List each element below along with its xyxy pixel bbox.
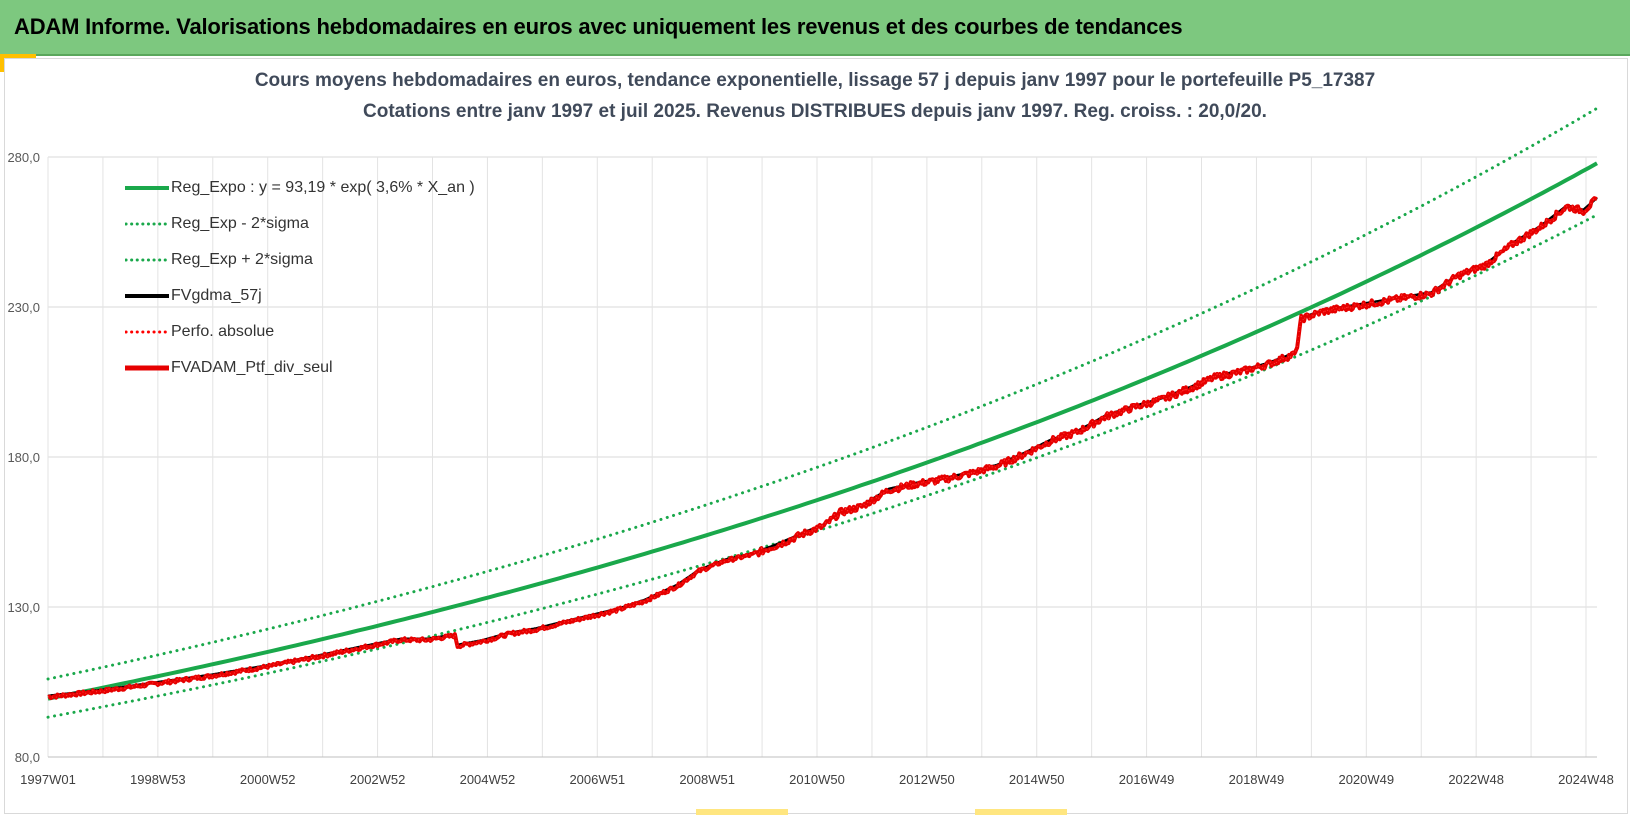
legend-swatch-reg-exp-minus: [125, 222, 169, 226]
chart-frame: [4, 58, 1628, 814]
y-tick-label: 230,0: [7, 300, 40, 315]
legend-label-reg-exp-minus: Reg_Exp - 2*sigma: [171, 215, 309, 232]
legend-item-perfo-absolue: Perfo. absolue: [125, 314, 475, 350]
y-tick-label: 280,0: [7, 150, 40, 165]
legend-item-reg-exp-minus: Reg_Exp - 2*sigma: [125, 206, 475, 242]
y-tick-label: 80,0: [15, 750, 40, 765]
bottom-accent-2: [975, 809, 1067, 815]
x-tick-label: 2008W51: [679, 772, 735, 787]
x-tick-label: 2016W49: [1119, 772, 1175, 787]
legend-item-reg-expo: Reg_Expo : y = 93,19 * exp( 3,6% * X_an …: [125, 170, 475, 206]
legend-label-fvadam: FVADAM_Ptf_div_seul: [171, 359, 333, 376]
legend-label-reg-expo: Reg_Expo : y = 93,19 * exp( 3,6% * X_an …: [171, 179, 475, 196]
yellow-accent-left: [0, 56, 6, 72]
x-tick-label: 2010W50: [789, 772, 845, 787]
y-tick-label: 180,0: [7, 450, 40, 465]
x-tick-label: 2022W48: [1448, 772, 1504, 787]
y-tick-label: 130,0: [7, 600, 40, 615]
legend-item-fvgdma: FVgdma_57j: [125, 278, 475, 314]
report-title: ADAM Informe. Valorisations hebdomadaire…: [14, 14, 1183, 39]
legend-swatch-reg-exp-plus: [125, 258, 169, 262]
x-tick-label: 2024W48: [1558, 772, 1614, 787]
x-tick-label: 2018W49: [1229, 772, 1285, 787]
chart-subtitle: Cotations entre janv 1997 et juil 2025. …: [363, 101, 1267, 122]
series-reg-expo: [47, 161, 1598, 701]
bottom-accent-1: [696, 809, 788, 815]
yellow-accent-top: [0, 54, 36, 59]
axis-layer: 80,0 130,0 180,0 230,0 280,0 1997W01 1998W53 20…: [7, 150, 1613, 787]
x-tick-label: 1997W01: [20, 772, 76, 787]
legend-label-perfo-absolue: Perfo. absolue: [171, 323, 275, 340]
series-layer: [46, 106, 1599, 719]
legend-label-fvgdma: FVgdma_57j: [171, 287, 262, 304]
chart-title: Cours moyens hebdomadaires en euros, ten…: [254, 70, 1376, 91]
legend-swatch-fvadam: [125, 365, 169, 371]
x-tick-label: 2014W50: [1009, 772, 1065, 787]
x-tick-label: 2000W52: [240, 772, 296, 787]
series-perfo-absolue: [47, 197, 1598, 699]
report-header: ADAM Informe. Valorisations hebdomadaire…: [0, 0, 1630, 56]
legend-label-reg-exp-plus: Reg_Exp + 2*sigma: [171, 251, 313, 268]
x-tick-label: 2012W50: [899, 772, 955, 787]
x-tick-label: 2006W51: [569, 772, 625, 787]
x-tick-label: 2020W49: [1338, 772, 1394, 787]
x-tick-label: 2002W52: [350, 772, 406, 787]
legend: Reg_Expo : y = 93,19 * exp( 3,6% * X_an …: [125, 170, 475, 386]
legend-swatch-perfo-absolue: [125, 330, 169, 334]
legend-item-fvadam: FVADAM_Ptf_div_seul: [125, 350, 475, 386]
series-reg-exp-plus: [46, 106, 1599, 681]
x-tick-label: 1998W53: [130, 772, 186, 787]
x-tick-label: 2004W52: [460, 772, 516, 787]
legend-swatch-fvgdma: [125, 294, 169, 298]
legend-swatch-reg-expo: [125, 186, 169, 190]
legend-item-reg-exp-plus: Reg_Exp + 2*sigma: [125, 242, 475, 278]
